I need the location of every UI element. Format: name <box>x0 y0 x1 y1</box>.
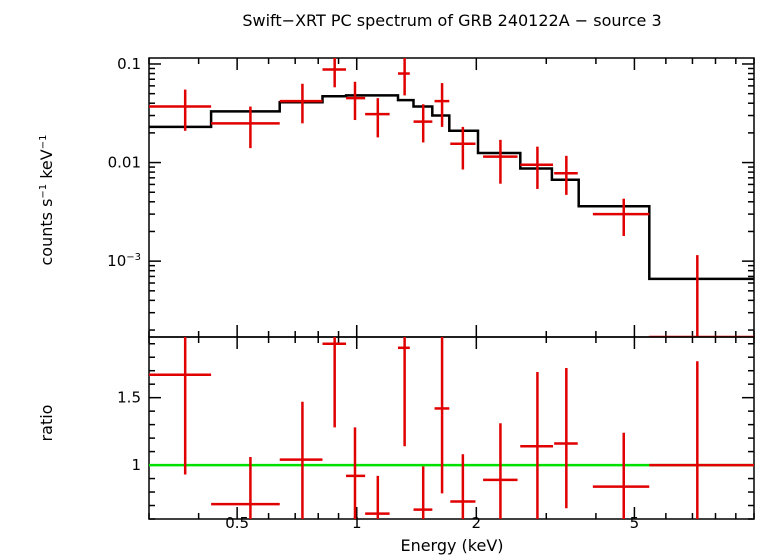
bottom-data-layer <box>149 337 754 519</box>
bottom-plot-frame <box>148 336 755 520</box>
top-y-tick-label-base: 10 <box>107 252 126 270</box>
top-y-tick-label: 0.01 <box>108 154 141 172</box>
x-tick-label: 2 <box>472 514 482 532</box>
top-y-axis-label-exp1: −1 <box>38 184 49 199</box>
top-y-axis-label: counts s−1 keV−1 <box>37 135 56 266</box>
bottom-y-tick-label: 1 <box>131 456 141 474</box>
top-y-axis-label-main: counts s <box>37 199 56 266</box>
x-tick-label: 1 <box>352 514 362 532</box>
x-tick-label: 5 <box>630 514 640 532</box>
bottom-y-tick-label: 1.5 <box>117 389 141 407</box>
top-y-axis-label-mid: keV <box>37 149 56 184</box>
x-tick-label: 0.5 <box>225 514 249 532</box>
ratio-panel: 0.5 1 2 5 1 1.5 <box>117 336 755 532</box>
top-y-tick-label: 0.1 <box>117 55 141 73</box>
top-y-tick-label-exp: −3 <box>126 252 141 263</box>
top-y-axis-label-exp2: −1 <box>38 135 49 150</box>
x-axis-label: Energy (keV) <box>400 536 503 555</box>
top-plot-frame <box>148 57 755 338</box>
counts-panel: 0.1 0.01 10−3 <box>107 55 755 338</box>
top-y-tick-label: 10−3 <box>107 252 141 270</box>
chart-title: Swift−XRT PC spectrum of GRB 240122A − s… <box>242 11 661 30</box>
top-data-layer <box>149 58 754 337</box>
bottom-y-axis-label: ratio <box>37 405 56 442</box>
